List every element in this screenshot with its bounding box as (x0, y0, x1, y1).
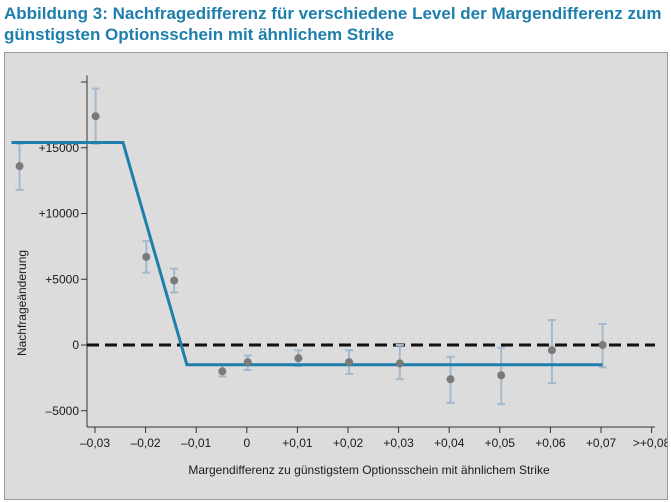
data-point (15, 162, 24, 171)
y-axis: –5000 0 +5000 +10000 +15000 (39, 75, 88, 427)
x-axis-label: Margendifferenz zu günstigstem Optionssc… (188, 463, 550, 477)
error-bars (15, 87, 607, 406)
fit-line-path (11, 141, 603, 367)
data-point (497, 371, 506, 380)
x-tick-label: +0,01 (282, 436, 313, 450)
y-tick-label: +15000 (39, 141, 80, 155)
fit-line (11, 141, 603, 367)
data-point (91, 112, 100, 121)
x-tick-label: –0,01 (181, 436, 211, 450)
chart-panel: –5000 0 +5000 +10000 +15000 –0,03 –0,02 –0,01 0… (4, 52, 668, 500)
data-point (170, 276, 179, 285)
x-tick-label: >+0,08 (633, 436, 667, 450)
y-tick-label: +5000 (45, 272, 79, 286)
data-point (218, 367, 227, 376)
data-point (547, 346, 556, 355)
data-point (395, 359, 404, 368)
x-tick-label: +0,05 (485, 436, 516, 450)
figure-title-line-2: günstigsten Optionsschein mit ähnlichem … (4, 25, 395, 44)
x-tick-label: +0,02 (333, 436, 364, 450)
x-tick-label: +0,04 (434, 436, 465, 450)
x-tick-label: +0,03 (383, 436, 414, 450)
x-tick-label: +0,06 (535, 436, 566, 450)
y-tick-label: +10000 (39, 207, 80, 221)
data-point (446, 375, 455, 384)
data-point (598, 341, 607, 349)
data-point (345, 358, 354, 367)
figure-title: Abbildung 3: Nachfragedifferenz für vers… (4, 3, 668, 45)
data-point (294, 354, 303, 363)
y-tick-label: 0 (72, 338, 79, 352)
x-tick-label: 0 (243, 436, 250, 450)
data-point (142, 252, 151, 261)
x-tick-label: –0,03 (80, 436, 110, 450)
x-axis: –0,03 –0,02 –0,01 0 +0,01 +0,02 +0,03 +0,04 +0,0… (80, 426, 667, 450)
y-tick-label: –5000 (46, 404, 80, 418)
chart: –5000 0 +5000 +10000 +15000 –0,03 –0,02 –0,01 0… (11, 75, 667, 477)
x-tick-label: +0,07 (586, 436, 617, 450)
data-points (15, 112, 607, 384)
x-tick-label: –0,02 (131, 436, 161, 450)
data-point (243, 358, 252, 367)
figure-title-line-1: Abbildung 3: Nachfragedifferenz für vers… (4, 4, 662, 23)
y-axis-label: Nachfrageänderung (15, 250, 29, 356)
